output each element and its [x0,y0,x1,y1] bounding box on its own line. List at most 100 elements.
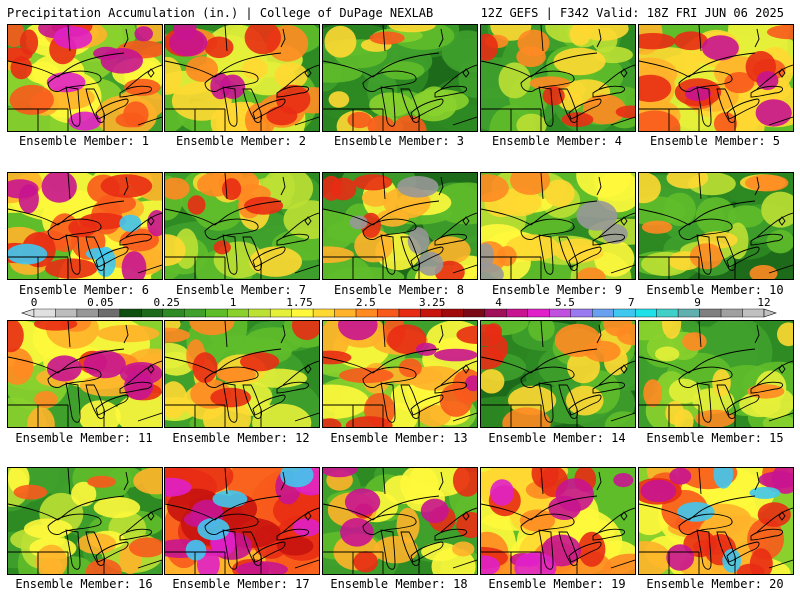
boundary-line [224,321,228,348]
boundary-line [596,176,602,196]
boundary-line [598,360,635,386]
boundary-line [696,234,712,275]
boundary-line [224,25,228,52]
geographic-outlines [8,468,162,574]
precip-map-3 [323,25,477,131]
precip-contour [640,479,677,503]
ensemble-panel-18 [322,467,478,575]
ensemble-panel-6 [7,172,163,280]
boundary-line [123,471,129,491]
precip-contour [663,192,696,226]
precip-contour [452,541,475,557]
boundary-line [610,116,635,126]
boundary-line [323,495,440,521]
boundary-line [304,511,312,521]
boundary-line [440,360,477,386]
precip-contour [613,473,634,488]
ensemble-member-label: Ensemble Member: 3 [333,134,465,148]
precip-contour [643,379,663,408]
precip-contour [747,518,784,560]
boundary-line [481,495,598,521]
precip-contour [677,502,715,522]
precip-contour [133,468,162,495]
precip-contour [639,110,681,131]
precip-contour [668,378,701,404]
colorbar-arrow-left [21,308,35,318]
precip-contour [682,332,707,351]
boundary-line [204,513,259,535]
precip-contour [328,91,350,108]
boundary-line [596,324,602,344]
boundary-line [137,264,162,274]
colorbar-swatch [484,308,507,318]
boundary-line [462,68,470,78]
precip-contour [398,358,422,378]
precip-contour [766,25,793,40]
precip-contour [323,384,370,420]
precip-contour [713,112,738,131]
precip-contour [420,498,449,523]
ensemble-member-label: Ensemble Member: 4 [491,134,623,148]
ensemble-member-label: Ensemble Member: 11 [15,431,153,445]
precip-contour [407,227,430,254]
boundary-line [65,234,81,275]
ensemble-member-label: Ensemble Member: 20 [646,577,784,591]
boundary-line [362,218,417,240]
precip-contour [481,243,494,269]
precip-contour [639,541,672,574]
precip-contour [777,322,793,347]
boundary-line [678,70,733,92]
boundary-line [434,381,468,394]
colorbar-swatch [141,308,164,318]
precip-contour [669,468,692,485]
precip-contour [434,348,477,362]
boundary-line [696,529,712,570]
precip-contour [761,191,793,228]
boundary-line [610,264,635,274]
precip-contour [408,365,463,391]
colorbar-swatch [742,308,765,318]
colorbar-tick-label: 5.5 [555,296,575,309]
boundary-line [323,52,440,78]
precip-contour [115,392,162,427]
colorbar-tick-label: 9 [694,296,701,309]
boundary-line [440,507,477,533]
precip-contour [771,468,793,494]
colorbar-tick-label: 1 [230,296,237,309]
boundary-line [756,212,793,238]
boundary-line [750,528,784,541]
colorbar-swatch [312,308,335,318]
colorbar-tick-label: 1.75 [286,296,313,309]
precip-contour [577,25,629,41]
boundary-line [125,507,162,533]
boundary-line [119,381,153,394]
boundary-line [67,173,71,200]
boundary-line [726,98,760,120]
boundary-line [125,64,162,90]
boundary-line [8,348,125,374]
ensemble-panel-14 [480,320,636,428]
precip-contour [165,477,192,497]
precip-map-20 [639,468,793,574]
precip-contour [603,321,633,337]
boundary-line [678,366,733,388]
boundary-line [698,25,702,52]
ensemble-member-label: Ensemble Member: 2 [175,134,307,148]
boundary-line [65,382,81,423]
precip-contour [79,375,136,397]
precip-contour [376,209,409,227]
geographic-outlines [481,25,635,131]
precip-contour [323,350,352,365]
ensemble-panel-9 [480,172,636,280]
boundary-line [678,218,733,240]
precip-contour [417,251,444,276]
precip-contour [339,367,394,384]
boundary-line [462,364,470,374]
boundary-line [67,321,71,348]
colorbar-swatch [334,308,357,318]
boundary-line [756,64,793,90]
boundary-line [380,382,396,423]
map-title: Precipitation Accumulation (in.) | Colle… [7,6,434,20]
boundary-line [65,529,81,570]
precip-contour [397,176,439,198]
